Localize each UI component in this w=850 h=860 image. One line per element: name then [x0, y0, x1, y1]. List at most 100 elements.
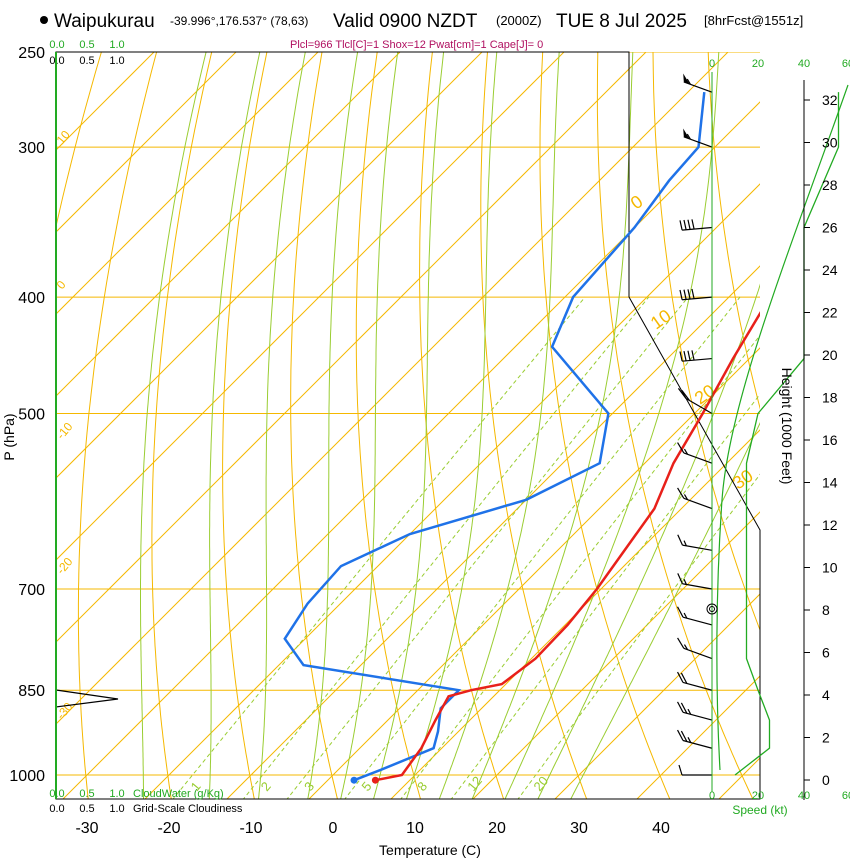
cloudiness-bottom-tick: 0.0: [49, 803, 64, 815]
cloudwater-top-tick: 1.0: [109, 39, 124, 51]
isotherm-line: [554, 593, 760, 799]
wind-barb-flag: [691, 350, 695, 361]
wind-barb-flag: [680, 672, 688, 684]
dry-adiabat-line: [707, 52, 760, 410]
dry-adiabat-line: [480, 52, 588, 799]
wind-barbs: [677, 73, 713, 776]
moist-adiabat-line: [570, 421, 760, 799]
temperature-tick-label: 40: [652, 820, 670, 837]
cloudiness-label: Grid-Scale Cloudiness: [133, 803, 243, 815]
wind-barb: [683, 128, 713, 148]
dry-adiabat-line: [419, 52, 505, 799]
wind-barb: [683, 73, 713, 93]
speed-bottom-tick: 20: [752, 790, 764, 802]
temperature-tick-label: -20: [157, 820, 180, 837]
temperature-axis-label: Temperature (C): [379, 842, 481, 858]
valid-date: TUE 8 Jul 2025: [556, 11, 687, 32]
wind-barb: [677, 671, 713, 691]
moist-adiabat-line: [438, 52, 560, 799]
speed-top-tick: 40: [798, 58, 810, 70]
temperature-tick-label: 10: [406, 820, 424, 837]
wind-barb-flag: [691, 219, 695, 230]
wind-barb-flag: [677, 729, 684, 741]
moist-adiabat-line: [537, 283, 760, 799]
temperature-axis: -30 -20 -10 0 10 20 30 40: [75, 820, 670, 837]
wind-barb-half-flag: [683, 494, 689, 501]
wind-barb-flag: [687, 350, 691, 361]
height-tick-label: 20: [822, 347, 838, 363]
wind-barb-shaft: [683, 136, 713, 148]
moist-adiabat-line: [208, 52, 261, 799]
wind-barb-half-flag: [683, 540, 687, 547]
moist-adiabat-line: [340, 52, 399, 799]
wind-barb-flag: [680, 702, 688, 714]
cloud-scale-top: 0.00.51.00.00.51.0: [49, 39, 124, 67]
wind-barb: [679, 288, 713, 301]
pressure-tick-label: 850: [18, 683, 45, 700]
wind-barb: [677, 534, 713, 551]
wind-barb: [678, 764, 712, 776]
wind-barb-flag: [677, 387, 687, 399]
mixing-ratio-line: [344, 296, 741, 799]
speed-axis-label: Speed (kt): [732, 803, 787, 817]
isotherm-line: [56, 52, 483, 479]
temperature-tick-label: 20: [488, 820, 506, 837]
location-title: Waipukurau: [54, 11, 155, 32]
pressure-tick-label: 250: [18, 45, 45, 62]
isotherm-line: [56, 52, 401, 397]
wind-barb-shaft: [682, 226, 713, 231]
wind-barb-shaft: [682, 711, 713, 721]
pressure-tick-label: 500: [18, 407, 45, 424]
dry-adiabat-line: [151, 52, 213, 799]
forecast-info: [8hrFcst@1551z]: [704, 13, 803, 28]
height-tick-label: 24: [822, 262, 838, 278]
height-tick-label: 14: [822, 475, 838, 491]
wind-barb-half-flag: [683, 448, 689, 455]
speed-top-tick: 20: [752, 58, 764, 70]
wind-barb-flag: [677, 534, 684, 546]
wind-barb-shaft: [682, 357, 713, 362]
dry-adiabat-label: 0: [627, 191, 647, 213]
wind-barb-flag: [677, 573, 684, 585]
temperature-tick-label: -10: [239, 820, 262, 837]
wind-barb-pennant: [683, 73, 690, 84]
wind-barb-shaft: [682, 296, 713, 301]
height-tick-label: 22: [822, 305, 838, 321]
dry-adiabat-line: [652, 52, 760, 632]
wind-barb-shaft: [683, 452, 713, 464]
pressure-tick-label: 700: [18, 582, 45, 599]
height-reference-curve: [716, 84, 849, 771]
height-tick-label: 26: [822, 220, 838, 236]
temperature-line: [375, 311, 760, 782]
isotherm-line: [56, 52, 565, 561]
pressure-tick-label: 400: [18, 290, 45, 307]
wind-barb-flag: [677, 671, 684, 683]
dry-adiabat-line: [355, 52, 422, 799]
height-tick-label: 18: [822, 390, 838, 406]
wind-barb-shaft: [682, 583, 713, 590]
height-tick-label: 16: [822, 432, 838, 448]
wind-barb-half-flag: [683, 612, 688, 619]
dewpoint-line: [283, 91, 706, 782]
cloudwater-top-tick: 0.0: [49, 39, 64, 51]
wind-barb-shaft: [685, 397, 713, 415]
moist-adiabat-line: [373, 52, 445, 799]
isotherm-line: [472, 511, 760, 799]
wind-barb: [677, 487, 713, 510]
speed-top-tick: 0: [709, 58, 715, 70]
cloudiness-bottom-tick: 1.0: [109, 803, 124, 815]
isotherm-line: [62, 101, 760, 799]
wind-barb-flag: [679, 220, 683, 231]
moist-adiabat-line: [307, 52, 359, 799]
cloud-scale-bottom: 0.00.51.00.00.51.0: [49, 788, 124, 815]
pressure-tick-label: 300: [18, 140, 45, 157]
mixing-ratio-line: [517, 473, 760, 799]
dry-adiabat-line: [596, 52, 754, 799]
dry-adiabat-line: [77, 52, 158, 799]
height-tick-label: 0: [822, 772, 830, 788]
isotherm-line: [144, 183, 760, 799]
wind-barb-flag: [683, 350, 687, 361]
wind-barb-half-flag: [687, 737, 692, 743]
mixing-ratio-label: 20: [530, 773, 551, 794]
wind-barb-flag: [677, 442, 685, 454]
